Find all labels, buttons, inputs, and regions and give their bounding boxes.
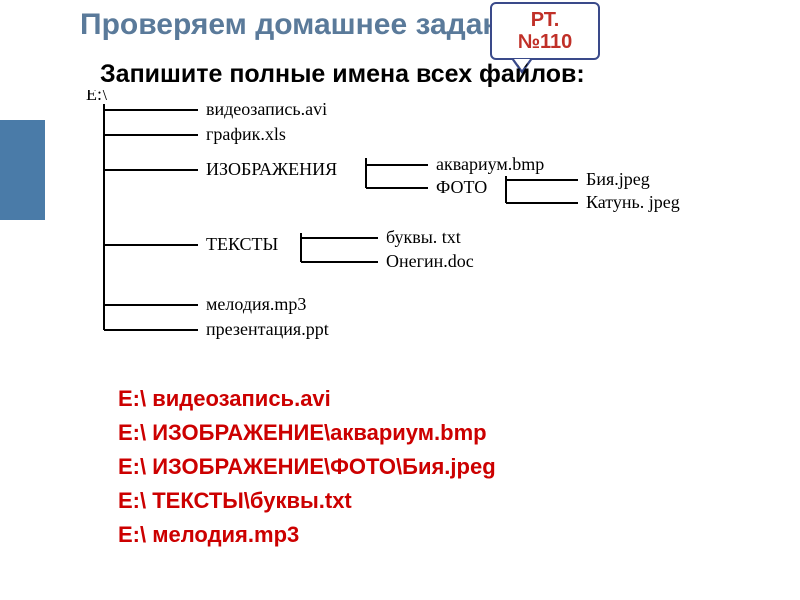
callout-tail-inner (514, 59, 530, 70)
tree-node-6: Катунь. jpeg (586, 192, 680, 212)
tree-node-3: аквариум.bmp (436, 154, 544, 174)
answer-line-0: Е:\ видеозапись.avi (118, 382, 496, 416)
answer-line-3: Е:\ ТЕКСТЫ\буквы.txt (118, 484, 496, 518)
tree-root-label: E:\ (86, 90, 107, 104)
answer-line-1: Е:\ ИЗОБРАЖЕНИЕ\аквариум.bmp (118, 416, 496, 450)
tree-node-10: мелодия.mp3 (206, 294, 306, 314)
answers-block: Е:\ видеозапись.avi Е:\ ИЗОБРАЖЕНИЕ\аква… (118, 382, 496, 552)
tree-node-4: ФОТО (436, 177, 487, 197)
tree-node-9: Онегин.doc (386, 251, 474, 271)
tree-node-5: Бия.jpeg (586, 169, 650, 189)
callout-box: РТ. №110 (490, 2, 600, 60)
file-tree-diagram: E:\ видеозапись.avi график.xls ИЗОБРАЖЕН… (86, 90, 736, 350)
tree-node-0: видеозапись.avi (206, 99, 327, 119)
tree-node-8: буквы. txt (386, 227, 461, 247)
answer-line-4: Е:\ мелодия.mp3 (118, 518, 496, 552)
tree-node-2: ИЗОБРАЖЕНИЯ (206, 159, 337, 179)
tree-node-1: график.xls (206, 124, 286, 144)
tree-node-7: ТЕКСТЫ (206, 234, 279, 254)
sidebar-accent (0, 120, 45, 220)
callout-text-2: №110 (518, 31, 573, 53)
answer-line-2: Е:\ ИЗОБРАЖЕНИЕ\ФОТО\Бия.jpeg (118, 450, 496, 484)
callout-text-1: РТ. (531, 9, 560, 31)
tree-node-11: презентация.ppt (206, 319, 329, 339)
page-title: Проверяем домашнее задание (80, 8, 536, 42)
subtitle: Запишите полные имена всех файлов: (100, 60, 585, 89)
